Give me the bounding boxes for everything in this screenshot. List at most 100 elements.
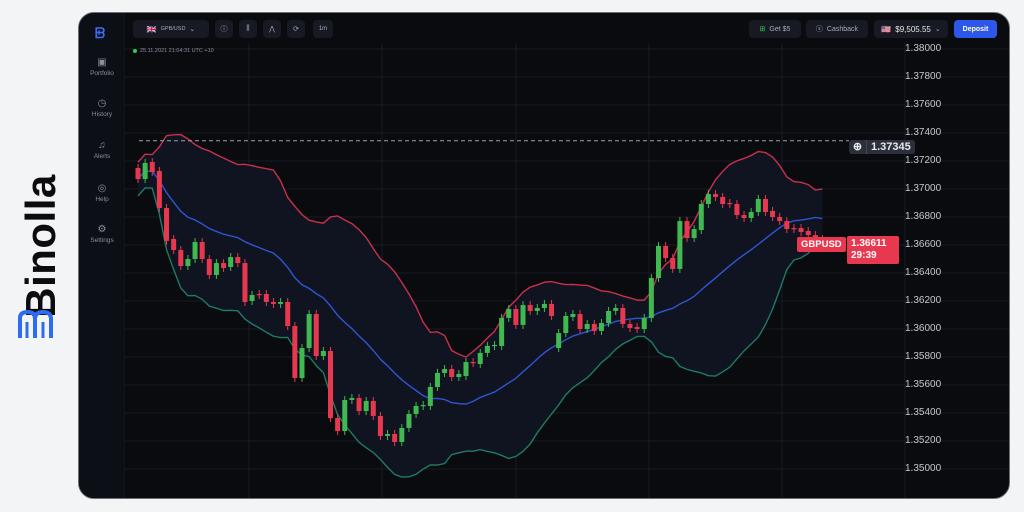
candle-body xyxy=(242,263,248,302)
compass-icon: ⋀ xyxy=(269,26,275,33)
candle-body xyxy=(221,263,227,268)
candle-body xyxy=(420,405,426,407)
y-tick-label: 1.35000 xyxy=(905,463,942,474)
info-button[interactable]: ⓘ xyxy=(215,20,233,38)
sidebar-item-settings[interactable]: ⚙ Settings xyxy=(79,224,125,244)
candle-body xyxy=(299,348,305,378)
candle-body xyxy=(606,310,612,323)
candle-body xyxy=(770,210,776,217)
candle-countdown: 29:39 xyxy=(851,250,877,261)
sidebar-item-label: Portfolio xyxy=(90,70,114,77)
y-tick-label: 1.37000 xyxy=(905,183,942,194)
chevron-down-icon: ⌄ xyxy=(189,26,196,33)
candle-body xyxy=(427,386,433,406)
candle-body xyxy=(442,369,448,373)
candle-body xyxy=(549,303,555,316)
candle-body xyxy=(492,344,497,347)
chevron-down-icon: ⌄ xyxy=(934,26,941,33)
pair-selector[interactable]: 🇬🇧 GPB/USD ⌄ xyxy=(133,20,209,38)
sidebar-item-alerts[interactable]: ♫ Alerts xyxy=(79,140,125,160)
candle-body xyxy=(698,203,704,231)
candle-body xyxy=(335,418,341,432)
candle-body xyxy=(463,362,469,377)
candle-body xyxy=(263,294,269,302)
app-logo-icon: ᗸ xyxy=(95,25,106,41)
trading-panel: ᗸ ▣ Portfolio ◷ History ♫ Alerts ◎ Help ⚙ Set… xyxy=(78,12,1010,499)
candle-body xyxy=(199,242,205,259)
candle-body xyxy=(328,350,334,419)
lower-band-line xyxy=(137,187,823,478)
add-alert-icon[interactable]: ⊕ xyxy=(849,140,867,154)
y-tick-label: 1.35600 xyxy=(905,379,942,390)
balance-value: $9,505.55 xyxy=(895,24,931,34)
candle-body xyxy=(670,258,676,269)
deposit-label: Deposit xyxy=(962,25,989,33)
sidebar-item-label: Help xyxy=(95,196,109,203)
current-price-box: 1.36611 29:39 xyxy=(847,236,899,264)
pair-label: GPB/USD xyxy=(160,26,186,32)
sidebar-item-help[interactable]: ◎ Help xyxy=(79,183,125,203)
candle-body xyxy=(320,350,326,357)
candle-body xyxy=(235,257,241,264)
candle-body xyxy=(278,301,284,304)
price-chart[interactable] xyxy=(79,13,1010,499)
candle-body xyxy=(377,415,383,436)
candle-body xyxy=(135,168,141,180)
band-fill xyxy=(138,134,823,478)
y-tick-label: 1.36200 xyxy=(905,295,942,306)
candle-body xyxy=(720,196,726,204)
candle-body xyxy=(456,373,462,378)
candle-body xyxy=(641,317,647,329)
crosshair-price-badge: ⊕ 1.37345 xyxy=(849,140,915,154)
sidebar-item-history[interactable]: ◷ History xyxy=(79,98,125,118)
timeframe-button[interactable]: 1m xyxy=(313,20,333,38)
candle-body xyxy=(584,323,590,329)
indicators-button[interactable]: ⟳ xyxy=(287,20,305,38)
middle-band-line xyxy=(137,170,823,405)
candle-body xyxy=(142,162,148,180)
gift-icon: ⊞ xyxy=(759,26,766,33)
gear-icon: ⚙ xyxy=(97,224,107,235)
get-bonus-button[interactable]: ⊞ Get $5 xyxy=(749,20,801,38)
drawing-tools-button[interactable]: ⋀ xyxy=(263,20,281,38)
datetime-text: 25.11.2021 21:04:31 UTC +10 xyxy=(140,48,214,54)
candle-body xyxy=(777,217,783,222)
candle-body xyxy=(577,314,583,329)
candle-body xyxy=(520,305,526,325)
y-tick-label: 1.35400 xyxy=(905,407,942,418)
candle-body xyxy=(149,161,155,173)
symbol-label: GBPUSD xyxy=(797,237,846,252)
current-price: 1.36611 xyxy=(851,238,887,249)
sidebar-item-label: History xyxy=(91,111,113,118)
candle-body xyxy=(748,211,754,218)
candle-body xyxy=(684,221,690,238)
y-tick-label: 1.36000 xyxy=(905,323,942,334)
y-tick-label: 1.35800 xyxy=(905,351,942,362)
y-tick-label: 1.37800 xyxy=(905,71,942,82)
candle-body xyxy=(784,221,790,230)
candle-body xyxy=(598,322,604,331)
candle-body xyxy=(349,398,355,400)
candle-body xyxy=(171,238,177,251)
candle-body xyxy=(613,308,619,311)
candle-body xyxy=(570,314,576,317)
sidebar-item-portfolio[interactable]: ▣ Portfolio xyxy=(79,57,125,77)
candle-body xyxy=(406,413,412,428)
candle-body xyxy=(399,427,405,442)
candle-body xyxy=(556,333,562,349)
y-tick-label: 1.37200 xyxy=(905,155,942,166)
chart-type-button[interactable]: ⫼ xyxy=(239,20,257,38)
candle-body xyxy=(741,215,747,218)
balance-selector[interactable]: 🇺🇸 $9,505.55 ⌄ xyxy=(874,20,948,38)
cashback-button[interactable]: ⓢ Cashback xyxy=(806,20,868,38)
candle-body xyxy=(385,434,391,436)
candle-body xyxy=(727,203,733,205)
deposit-button[interactable]: Deposit xyxy=(954,20,997,38)
candle-body xyxy=(392,434,398,442)
candle-body xyxy=(256,294,262,296)
candle-body xyxy=(313,314,319,357)
candle-body xyxy=(449,369,455,378)
y-tick-label: 1.36400 xyxy=(905,267,942,278)
candle-body xyxy=(484,345,490,353)
candle-body xyxy=(477,352,483,364)
